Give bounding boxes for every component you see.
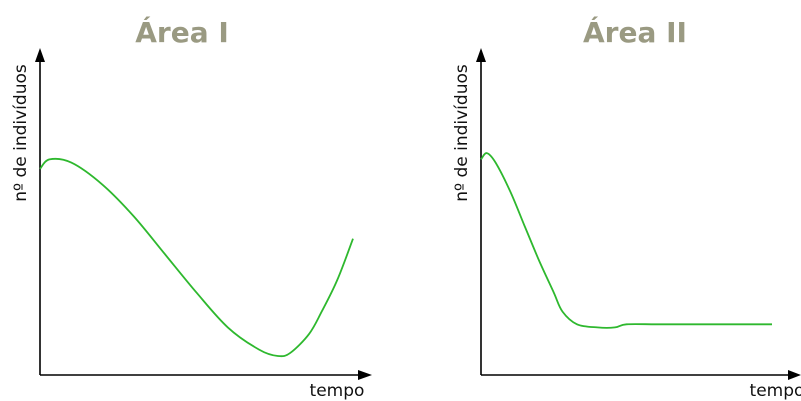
chart-area-1: Área I nº de indivíduos tempo [11, 15, 372, 401]
x-axis-label-area-1: tempo [310, 381, 365, 401]
x-axis-label-area-2: tempo [750, 381, 801, 401]
y-axis-label-area-1: nº de indivíduos [11, 64, 31, 202]
chart-title-area-2: Área II [583, 15, 687, 49]
chart-title-area-1: Área I [135, 15, 229, 49]
chart-area-2: Área II nº de indivíduos tempo [452, 15, 801, 401]
y-axis-label-area-2: nº de indivíduos [452, 64, 472, 202]
x-axis-arrow-area-1 [358, 370, 372, 380]
x-axis-arrow-area-2 [788, 370, 801, 380]
population-curve-area-2 [480, 152, 772, 329]
y-axis-arrow-area-1 [35, 48, 45, 62]
population-curve-area-1 [39, 157, 354, 358]
y-axis-arrow-area-2 [476, 48, 486, 62]
